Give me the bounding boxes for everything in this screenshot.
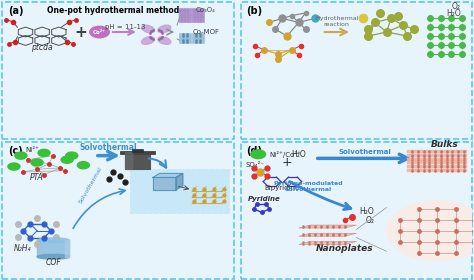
Text: O₂: O₂ bbox=[366, 216, 375, 225]
Text: Hydrothermal
reaction: Hydrothermal reaction bbox=[315, 16, 358, 27]
Circle shape bbox=[31, 159, 43, 166]
Bar bbox=[129, 169, 229, 213]
Text: PTA: PTA bbox=[30, 173, 44, 182]
Bar bbox=[37, 240, 70, 257]
Polygon shape bbox=[299, 225, 356, 228]
Bar bbox=[179, 15, 191, 22]
Text: Ni²⁺/Co²⁺: Ni²⁺/Co²⁺ bbox=[270, 151, 301, 158]
Text: COF: COF bbox=[46, 258, 61, 267]
Bar bbox=[192, 8, 204, 15]
Text: (c): (c) bbox=[8, 146, 23, 156]
Circle shape bbox=[38, 149, 50, 157]
Polygon shape bbox=[407, 158, 467, 160]
Polygon shape bbox=[299, 233, 356, 236]
Bar bbox=[192, 15, 204, 22]
Text: Co₃O₄: Co₃O₄ bbox=[196, 8, 216, 13]
Bar bbox=[192, 33, 204, 38]
Ellipse shape bbox=[158, 37, 171, 44]
Polygon shape bbox=[176, 173, 183, 190]
Ellipse shape bbox=[37, 238, 70, 243]
Bar bbox=[120, 151, 155, 154]
Bar bbox=[132, 150, 144, 151]
Bar bbox=[241, 142, 472, 279]
Circle shape bbox=[61, 156, 73, 163]
Text: Solvothermal: Solvothermal bbox=[78, 166, 103, 204]
Text: (d): (d) bbox=[246, 146, 263, 156]
Text: H₂O: H₂O bbox=[359, 207, 374, 216]
Ellipse shape bbox=[37, 254, 70, 259]
Text: Co-MOF: Co-MOF bbox=[192, 29, 219, 35]
Polygon shape bbox=[407, 154, 467, 157]
Text: H₂O: H₂O bbox=[446, 9, 461, 18]
Bar bbox=[125, 151, 150, 169]
Ellipse shape bbox=[158, 25, 171, 33]
Polygon shape bbox=[407, 150, 467, 153]
Circle shape bbox=[77, 162, 89, 169]
Text: Solvothermal: Solvothermal bbox=[338, 149, 391, 155]
Bar bbox=[241, 2, 472, 139]
Polygon shape bbox=[153, 178, 176, 190]
Ellipse shape bbox=[142, 37, 155, 44]
Text: O₂: O₂ bbox=[452, 2, 461, 11]
Text: Pyridine: Pyridine bbox=[248, 196, 281, 202]
Text: One-pot hydrothermal method: One-pot hydrothermal method bbox=[47, 6, 180, 15]
Text: Nanoplates: Nanoplates bbox=[316, 244, 374, 253]
Circle shape bbox=[90, 26, 109, 38]
Text: H₂O: H₂O bbox=[291, 150, 306, 159]
Circle shape bbox=[251, 150, 265, 159]
Bar bbox=[179, 38, 191, 43]
Text: +: + bbox=[74, 25, 87, 39]
Text: (b): (b) bbox=[246, 6, 263, 16]
Text: +: + bbox=[282, 156, 292, 169]
Bar bbox=[2, 2, 234, 139]
Polygon shape bbox=[153, 173, 183, 178]
Polygon shape bbox=[407, 169, 467, 172]
Circle shape bbox=[66, 152, 78, 159]
Text: (a): (a) bbox=[8, 6, 24, 16]
Bar bbox=[192, 38, 204, 43]
Bar bbox=[179, 33, 191, 38]
Polygon shape bbox=[407, 165, 467, 168]
Text: Solvothermal: Solvothermal bbox=[80, 143, 137, 152]
Circle shape bbox=[8, 163, 20, 170]
Text: Ni²⁺: Ni²⁺ bbox=[26, 148, 39, 153]
Ellipse shape bbox=[142, 25, 155, 33]
Bar bbox=[179, 8, 191, 15]
Text: Bipyridine: Bipyridine bbox=[265, 185, 300, 191]
Text: Co²⁺: Co²⁺ bbox=[93, 29, 106, 34]
Circle shape bbox=[386, 201, 474, 261]
Text: ptcda: ptcda bbox=[31, 43, 53, 52]
Text: pH = 11-13: pH = 11-13 bbox=[105, 24, 145, 30]
Polygon shape bbox=[407, 161, 467, 164]
Text: SO₄²⁻: SO₄²⁻ bbox=[246, 162, 264, 168]
Polygon shape bbox=[299, 241, 356, 244]
Text: Bulks: Bulks bbox=[430, 141, 458, 150]
Bar bbox=[2, 142, 234, 279]
Text: Pyridine-modulated
Solvothermal: Pyridine-modulated Solvothermal bbox=[273, 181, 343, 192]
Text: N₂H₄: N₂H₄ bbox=[14, 244, 31, 253]
Circle shape bbox=[15, 152, 27, 159]
